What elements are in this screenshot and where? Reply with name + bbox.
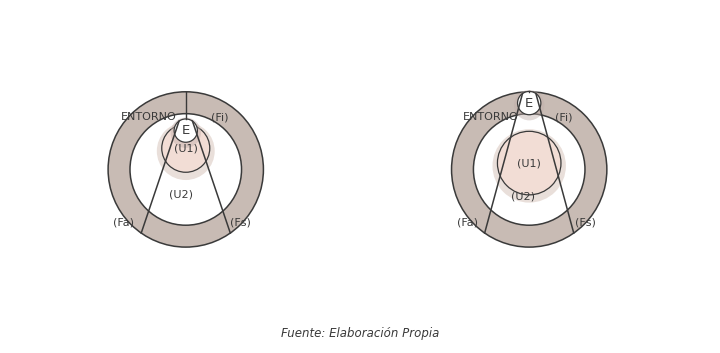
Circle shape (130, 114, 241, 225)
Circle shape (174, 119, 197, 142)
Text: (Fa): (Fa) (114, 217, 135, 227)
Circle shape (498, 131, 561, 195)
Text: (U2): (U2) (168, 190, 193, 200)
Text: (U2): (U2) (511, 192, 535, 202)
Text: (U1): (U1) (517, 158, 541, 168)
Text: Fuente: Elaboración Propia: Fuente: Elaboración Propia (281, 327, 439, 340)
Text: (Fi): (Fi) (210, 112, 228, 122)
Text: ENTORNO: ENTORNO (462, 112, 518, 122)
Text: (Fs): (Fs) (230, 217, 251, 227)
Circle shape (171, 118, 201, 148)
Circle shape (514, 90, 544, 120)
Circle shape (108, 92, 264, 247)
Text: E: E (181, 124, 190, 137)
Circle shape (162, 124, 210, 172)
Text: (U1): (U1) (174, 143, 198, 153)
Circle shape (474, 114, 585, 225)
Circle shape (157, 122, 215, 180)
Text: (Fa): (Fa) (457, 217, 478, 227)
Text: (Fs): (Fs) (575, 217, 596, 227)
Text: ENTORNO: ENTORNO (121, 112, 176, 122)
Text: (Fi): (Fi) (555, 112, 572, 122)
Circle shape (451, 92, 607, 247)
Circle shape (518, 91, 541, 115)
Circle shape (492, 129, 566, 203)
Text: E: E (525, 97, 534, 109)
